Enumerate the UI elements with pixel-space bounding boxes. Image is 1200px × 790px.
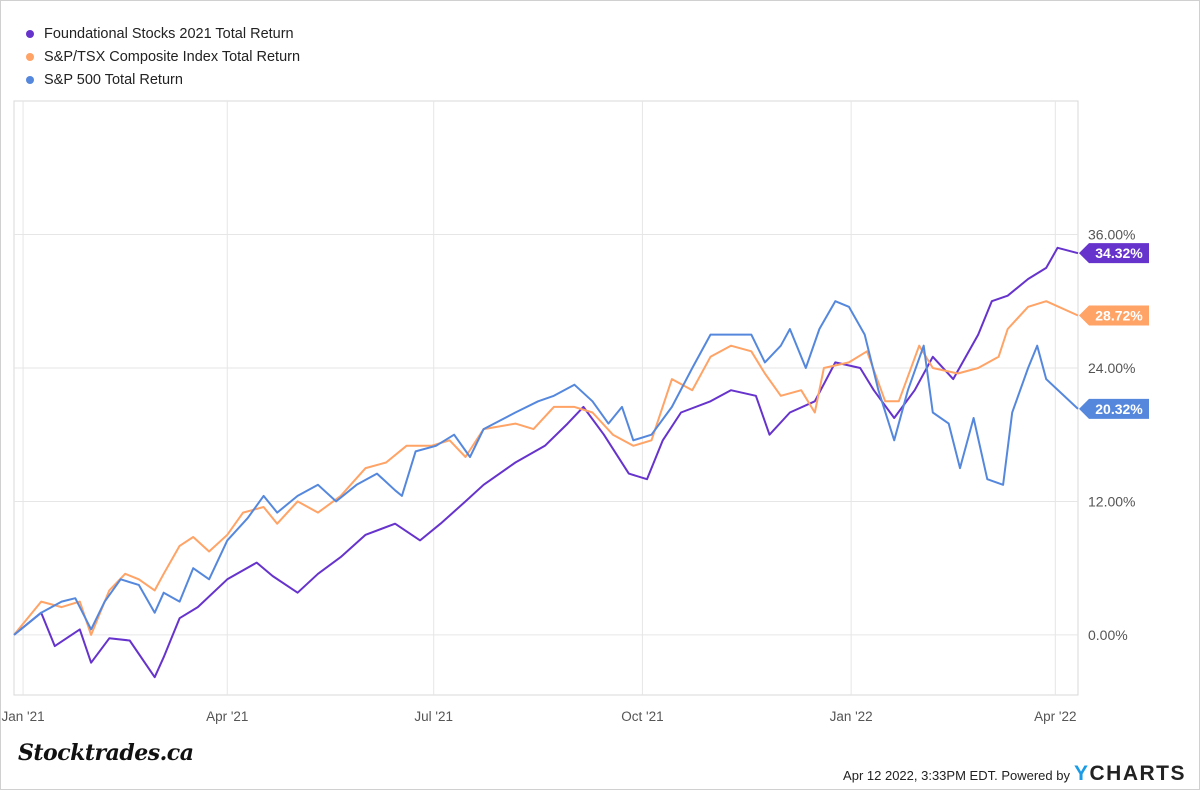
end-value-label: 20.32% xyxy=(1095,401,1143,417)
legend-dot-icon xyxy=(26,75,34,84)
legend-label: Foundational Stocks 2021 Total Return xyxy=(44,25,294,42)
legend-dot-icon xyxy=(26,52,34,61)
y-tick-label: 24.00% xyxy=(1088,360,1135,376)
legend-item-foundational[interactable]: Foundational Stocks 2021 Total Return xyxy=(26,22,300,45)
legend: Foundational Stocks 2021 Total Return S&… xyxy=(26,22,300,91)
series-line-0 xyxy=(13,246,1079,679)
end-value-label: 34.32% xyxy=(1095,245,1143,261)
end-value-tag xyxy=(1079,243,1149,264)
stocktrades-logo: Stocktrades.ca xyxy=(18,740,194,766)
legend-item-tsx[interactable]: S&P/TSX Composite Index Total Return xyxy=(26,45,300,68)
end-value-tag xyxy=(1079,305,1149,326)
legend-label: S&P 500 Total Return xyxy=(44,71,183,88)
x-tick-label: Jul '21 xyxy=(414,709,453,724)
end-value-label: 28.72% xyxy=(1095,307,1143,323)
series-line-2 xyxy=(13,300,1079,636)
series-line-1 xyxy=(13,300,1079,636)
legend-item-sp500[interactable]: S&P 500 Total Return xyxy=(26,68,300,91)
plot-area xyxy=(13,100,1079,696)
legend-dot-icon xyxy=(26,29,34,38)
x-tick-label: Oct '21 xyxy=(621,709,663,724)
powered-by-label: Powered by xyxy=(1001,768,1070,783)
end-value-tag xyxy=(1079,398,1149,419)
x-tick-label: Jan '21 xyxy=(2,709,45,724)
ycharts-logo[interactable]: YCHARTS xyxy=(1073,762,1186,785)
x-tick-label: Apr '21 xyxy=(206,709,248,724)
timestamp: Apr 12 2022, 3:33PM EDT. xyxy=(843,768,998,783)
y-tick-label: 36.00% xyxy=(1088,226,1135,242)
x-tick-label: Jan '22 xyxy=(830,709,873,724)
legend-label: S&P/TSX Composite Index Total Return xyxy=(44,48,301,65)
y-tick-label: 12.00% xyxy=(1088,493,1135,509)
footer-credit: Apr 12 2022, 3:33PM EDT. Powered by YCHA… xyxy=(843,762,1186,786)
y-tick-label: 0.00% xyxy=(1088,627,1128,643)
x-tick-label: Apr '22 xyxy=(1034,709,1076,724)
